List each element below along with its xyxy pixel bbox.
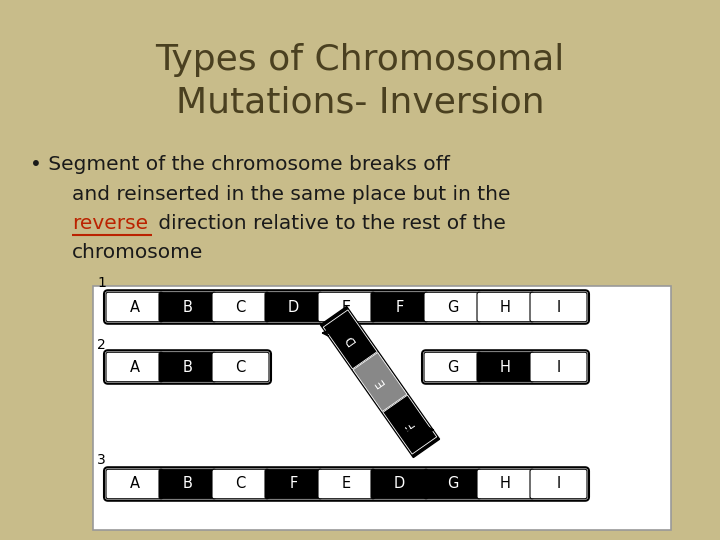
Text: A: A [130, 476, 140, 491]
FancyBboxPatch shape [424, 352, 481, 382]
Text: H: H [500, 476, 511, 491]
FancyBboxPatch shape [212, 469, 269, 499]
Text: A: A [130, 360, 140, 375]
Text: Types of Chromosomal
Mutations- Inversion: Types of Chromosomal Mutations- Inversio… [156, 43, 564, 119]
Text: E: E [372, 375, 387, 389]
FancyBboxPatch shape [530, 352, 587, 382]
Text: B: B [183, 476, 192, 491]
FancyBboxPatch shape [424, 292, 481, 322]
FancyBboxPatch shape [530, 292, 587, 322]
Text: B: B [183, 300, 192, 314]
Text: E: E [342, 300, 351, 314]
Text: C: C [235, 476, 246, 491]
Text: C: C [235, 300, 246, 314]
Text: 3: 3 [97, 453, 106, 467]
Text: I: I [557, 476, 561, 491]
Text: reverse: reverse [72, 214, 148, 233]
Text: B: B [183, 360, 192, 375]
Text: E: E [342, 476, 351, 491]
Text: • Segment of the chromosome breaks off: • Segment of the chromosome breaks off [30, 155, 450, 174]
Text: H: H [500, 300, 511, 314]
Text: H: H [500, 360, 511, 375]
Text: D: D [288, 300, 299, 314]
Text: I: I [557, 300, 561, 314]
FancyBboxPatch shape [106, 469, 163, 499]
FancyBboxPatch shape [477, 469, 534, 499]
FancyBboxPatch shape [477, 352, 534, 382]
Polygon shape [353, 353, 407, 411]
Text: F: F [289, 476, 297, 491]
FancyBboxPatch shape [159, 469, 216, 499]
FancyBboxPatch shape [318, 469, 375, 499]
Text: 2: 2 [97, 338, 106, 352]
Text: I: I [557, 360, 561, 375]
Polygon shape [320, 307, 440, 457]
Text: C: C [235, 360, 246, 375]
FancyBboxPatch shape [530, 469, 587, 499]
FancyBboxPatch shape [265, 292, 322, 322]
Text: 1: 1 [97, 276, 106, 291]
FancyBboxPatch shape [424, 469, 481, 499]
FancyBboxPatch shape [159, 292, 216, 322]
FancyBboxPatch shape [159, 352, 216, 382]
FancyBboxPatch shape [104, 350, 271, 384]
Polygon shape [323, 310, 377, 369]
Text: D: D [394, 476, 405, 491]
FancyBboxPatch shape [212, 352, 269, 382]
FancyBboxPatch shape [477, 292, 534, 322]
FancyBboxPatch shape [106, 292, 163, 322]
FancyBboxPatch shape [318, 292, 375, 322]
Text: D: D [342, 332, 358, 347]
Text: chromosome: chromosome [72, 244, 203, 262]
FancyBboxPatch shape [422, 350, 589, 384]
Polygon shape [383, 395, 437, 454]
FancyBboxPatch shape [371, 469, 428, 499]
Text: F: F [395, 300, 404, 314]
FancyBboxPatch shape [104, 467, 589, 501]
FancyBboxPatch shape [371, 292, 428, 322]
FancyBboxPatch shape [104, 291, 589, 324]
Text: A: A [130, 300, 140, 314]
Text: F: F [402, 418, 417, 431]
Text: G: G [447, 300, 458, 314]
FancyBboxPatch shape [93, 286, 671, 530]
Text: direction relative to the rest of the: direction relative to the rest of the [152, 214, 506, 233]
FancyBboxPatch shape [106, 352, 163, 382]
FancyBboxPatch shape [212, 292, 269, 322]
Text: G: G [447, 360, 458, 375]
FancyBboxPatch shape [265, 469, 322, 499]
Text: and reinserted in the same place but in the: and reinserted in the same place but in … [72, 185, 510, 204]
Text: G: G [447, 476, 458, 491]
